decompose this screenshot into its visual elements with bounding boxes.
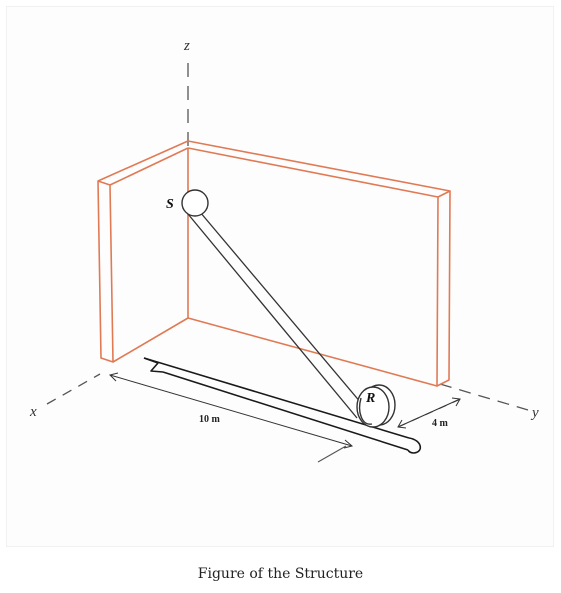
x-axis-label: x — [29, 404, 37, 420]
width-dimension-label: 4 m — [432, 418, 449, 429]
dimension-10m — [109, 372, 354, 449]
point-r-label: R — [365, 391, 375, 406]
joint-s — [181, 189, 209, 217]
x-axis-line — [46, 373, 101, 405]
diagonal-bar — [187, 211, 368, 419]
y-axis-line — [439, 383, 529, 411]
floor-dashed-line-2 — [317, 445, 347, 463]
point-s-label: S — [166, 197, 174, 212]
length-dimension-label: 10 m — [199, 414, 221, 425]
wall — [97, 140, 451, 387]
joint-r — [356, 384, 396, 428]
z-axis-label: z — [183, 38, 190, 54]
dimension-4m — [397, 397, 461, 429]
figure-panel — [6, 6, 554, 547]
figure-caption: Figure of the Structure — [197, 566, 364, 582]
y-axis-label: y — [530, 405, 539, 421]
